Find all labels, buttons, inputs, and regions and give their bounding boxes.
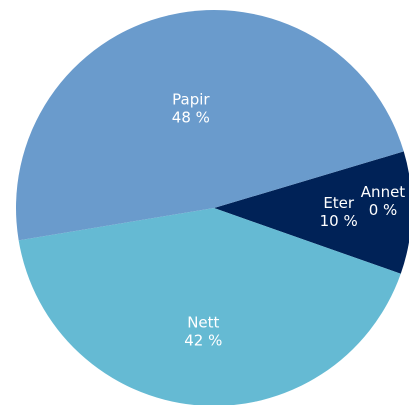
pie-slice-eter xyxy=(214,151,409,274)
slice-value-eter: 10 % xyxy=(320,212,358,230)
pie-slices xyxy=(15,9,409,405)
slice-label-eter: Eter xyxy=(323,194,355,212)
slice-value-nett: 42 % xyxy=(184,331,222,349)
slice-value-papir: 48 % xyxy=(172,109,210,127)
slice-label-nett: Nett xyxy=(187,313,219,331)
pie-slice-nett xyxy=(18,208,401,405)
slice-label-annet: Annet xyxy=(361,183,406,201)
pie-slice-papir xyxy=(15,9,404,241)
slice-label-papir: Papir xyxy=(172,91,210,109)
slice-value-annet: 0 % xyxy=(369,201,398,219)
